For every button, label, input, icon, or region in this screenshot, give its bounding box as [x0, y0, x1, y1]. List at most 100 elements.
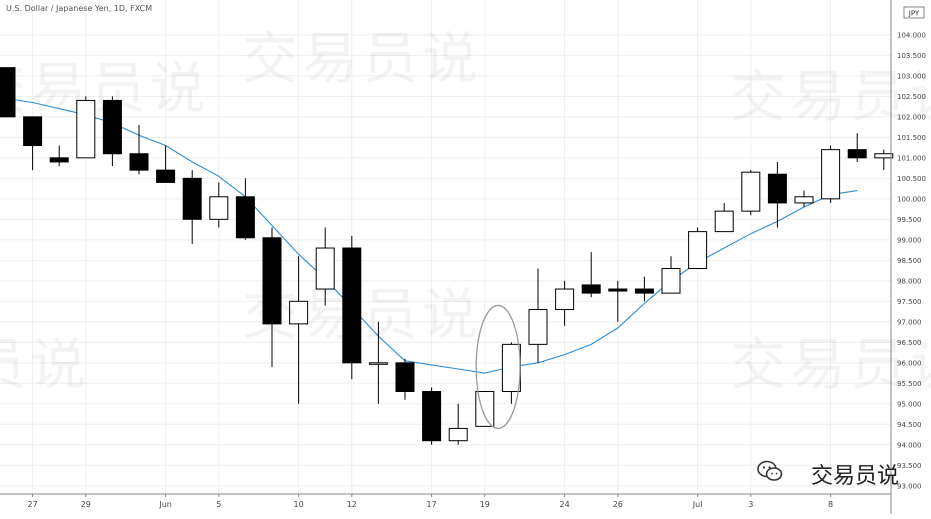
y-tick-label: 103.500 [897, 52, 926, 60]
candle-body [874, 153, 894, 159]
candle [422, 387, 442, 445]
candle-body [608, 288, 628, 292]
candle [368, 321, 388, 404]
candle [794, 190, 814, 208]
candle [315, 227, 335, 306]
candle-body [581, 284, 601, 294]
y-tick-label: 101.500 [897, 134, 926, 142]
brand-label: 交易员说 [810, 464, 899, 489]
x-tick-label: 19 [480, 500, 490, 509]
x-tick-label: 5 [216, 500, 221, 509]
grid [0, 0, 891, 494]
candle-body [49, 157, 69, 163]
candle [741, 170, 761, 216]
candle [688, 227, 708, 270]
candle [129, 125, 149, 175]
candle-body [528, 309, 548, 345]
candle-body [847, 149, 867, 159]
x-tick-label: 29 [81, 500, 91, 509]
wechat-icon [757, 460, 783, 481]
candle [528, 268, 548, 363]
x-tick-label: 26 [613, 500, 623, 509]
y-tick-label: 96.500 [897, 339, 922, 347]
candle-body [794, 196, 814, 204]
candle-body [501, 343, 521, 393]
x-tick-label: 3 [748, 500, 753, 509]
candle [555, 280, 575, 326]
x-tick-label: 17 [427, 500, 437, 509]
candle [847, 133, 867, 162]
y-tick-label: 98.000 [897, 277, 922, 285]
candle-body [342, 247, 362, 364]
x-tick-label: 8 [828, 500, 833, 509]
y-tick-label: 95.000 [897, 400, 922, 408]
y-tick-label: 100.000 [897, 195, 926, 203]
watermark: 交易员说 [242, 14, 482, 95]
y-tick-label: 95.500 [897, 380, 922, 388]
y-tick-label: 97.500 [897, 298, 922, 306]
x-tick-label: Jun [158, 500, 172, 509]
candle-body [76, 99, 96, 159]
candle-body [741, 171, 761, 212]
candle-body [714, 210, 734, 233]
highlight-ellipse [475, 304, 521, 430]
candle-body [395, 362, 415, 393]
candle [448, 403, 468, 445]
candle [714, 202, 734, 233]
candle [475, 391, 495, 427]
candle-body [23, 116, 43, 147]
candle [23, 116, 43, 171]
candle [581, 252, 601, 298]
candle-body [315, 247, 335, 290]
y-tick-label: 100.500 [897, 175, 926, 183]
watermark: 交易员说 [0, 320, 90, 401]
candle-body [555, 288, 575, 311]
candle [156, 145, 176, 183]
candle [634, 276, 654, 302]
candle [661, 256, 681, 294]
y-tick-label: 93.500 [897, 462, 922, 470]
candle-body [634, 288, 654, 294]
x-tick-label: Jul [692, 500, 703, 509]
candle [874, 149, 894, 171]
y-tick-label: 94.500 [897, 421, 922, 429]
y-tick-label: 104.000 [897, 31, 926, 39]
candle-body [448, 427, 468, 442]
watermark: 交易员说 [242, 270, 482, 351]
candle-body [368, 362, 388, 365]
candle-body [661, 268, 681, 294]
candle-body [262, 237, 282, 325]
candle [821, 145, 841, 203]
watermark: 交易员说 [0, 44, 210, 125]
watermark: 交易员说 [730, 320, 931, 401]
x-tick-label: 27 [28, 500, 38, 509]
candle-body [688, 231, 708, 270]
y-tick-label: 101.000 [897, 154, 926, 162]
chart-title: U.S. Dollar / Japanese Yen, 1D, FXCM [6, 4, 153, 13]
y-tick-label: 96.000 [897, 359, 922, 367]
candle [289, 256, 309, 404]
candle-body [767, 173, 787, 204]
watermark: 交易员说 [730, 52, 931, 133]
candles [0, 67, 894, 445]
candle [102, 96, 122, 167]
y-tick-label: 102.000 [897, 113, 926, 121]
candle-body [0, 67, 16, 118]
candle-body [129, 153, 149, 171]
x-tick-label: 10 [294, 500, 304, 509]
candle [209, 182, 229, 228]
y-tick-label: 99.500 [897, 216, 922, 224]
highlight [475, 304, 521, 430]
currency-badge-label: JPY [908, 10, 920, 18]
candle-body [289, 300, 309, 325]
candle [342, 235, 362, 380]
candle [235, 178, 255, 240]
y-tick-label: 93.000 [897, 482, 922, 490]
y-tick-label: 97.000 [897, 318, 922, 326]
candle [608, 280, 628, 322]
moving-average-line [5, 97, 858, 374]
candle-body [156, 169, 176, 183]
